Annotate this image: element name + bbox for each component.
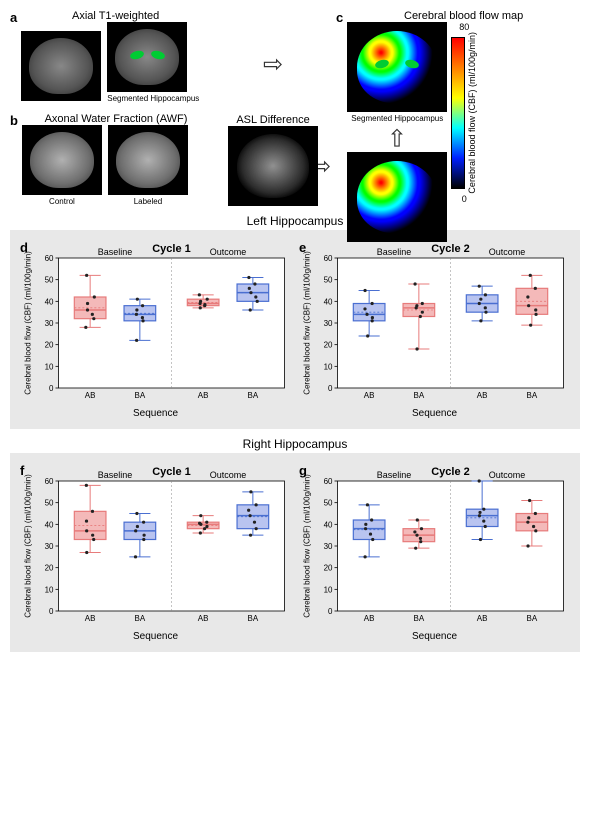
svg-text:BA: BA xyxy=(414,614,425,623)
svg-text:Cycle 1: Cycle 1 xyxy=(152,466,191,478)
svg-text:BA: BA xyxy=(248,391,259,400)
svg-text:Cerebral blood flow (CBF) (ml/: Cerebral blood flow (CBF) (ml/100g/min) xyxy=(303,251,312,395)
svg-text:10: 10 xyxy=(45,585,54,594)
panel-a-title: Axial T1-weighted xyxy=(21,10,210,22)
right-hippo-charts: f 0102030405060Cycle 1Cerebral blood flo… xyxy=(10,453,580,652)
svg-text:20: 20 xyxy=(45,564,54,573)
svg-text:40: 40 xyxy=(45,520,54,529)
chart-d: d 0102030405060Cycle 1Cerebral blood flo… xyxy=(16,236,295,423)
svg-text:0: 0 xyxy=(49,384,54,393)
svg-text:Cycle 2: Cycle 2 xyxy=(431,466,470,478)
chart-f: f 0102030405060Cycle 1Cerebral blood flo… xyxy=(16,459,295,646)
svg-text:AB: AB xyxy=(477,391,488,400)
panel-a: a Axial T1-weighted Segmented Hippocampu… xyxy=(10,10,210,103)
svg-text:Cerebral blood flow (CBF) (ml/: Cerebral blood flow (CBF) (ml/100g/min) xyxy=(24,474,33,618)
svg-text:AB: AB xyxy=(477,614,488,623)
svg-text:10: 10 xyxy=(45,362,54,371)
svg-text:30: 30 xyxy=(45,542,54,551)
svg-text:BA: BA xyxy=(135,614,146,623)
svg-text:60: 60 xyxy=(324,254,333,263)
svg-text:30: 30 xyxy=(45,319,54,328)
panel-b-label: b xyxy=(10,113,18,128)
svg-text:Baseline: Baseline xyxy=(98,470,133,480)
brain-t1-plain xyxy=(21,31,101,101)
colorbar: 80 Cerebral blood flow (CBF) (ml/100g/mi… xyxy=(451,22,477,204)
chart-e: e 0102030405060Cycle 2Cerebral blood flo… xyxy=(295,236,574,423)
svg-text:Outcome: Outcome xyxy=(210,470,247,480)
svg-text:AB: AB xyxy=(198,614,209,623)
svg-text:30: 30 xyxy=(324,542,333,551)
svg-text:Outcome: Outcome xyxy=(489,247,526,257)
svg-text:BA: BA xyxy=(135,391,146,400)
svg-text:60: 60 xyxy=(45,254,54,263)
svg-text:AB: AB xyxy=(364,391,375,400)
chart-g: g 0102030405060Cycle 2Cerebral blood flo… xyxy=(295,459,574,646)
svg-text:0: 0 xyxy=(49,607,54,616)
cbf-map-segmented xyxy=(347,22,447,112)
section-right-title: Right Hippocampus xyxy=(10,437,580,451)
svg-text:BA: BA xyxy=(248,614,259,623)
svg-text:20: 20 xyxy=(324,341,333,350)
svg-text:BA: BA xyxy=(527,391,538,400)
svg-text:Outcome: Outcome xyxy=(489,470,526,480)
svg-text:BA: BA xyxy=(527,614,538,623)
svg-text:40: 40 xyxy=(324,297,333,306)
arrow-up-icon: ⇨ xyxy=(383,127,412,147)
svg-text:10: 10 xyxy=(324,585,333,594)
svg-text:AB: AB xyxy=(364,614,375,623)
asl-difference: ASL Difference xyxy=(228,114,318,206)
svg-text:0: 0 xyxy=(328,384,333,393)
svg-text:Baseline: Baseline xyxy=(377,470,412,480)
brain-t1-segmented xyxy=(107,22,187,92)
svg-text:Cerebral blood flow (CBF) (ml/: Cerebral blood flow (CBF) (ml/100g/min) xyxy=(303,474,312,618)
svg-text:50: 50 xyxy=(324,499,333,508)
brain-awf-labeled xyxy=(108,125,188,195)
panel-c-title: Cerebral blood flow map xyxy=(347,10,580,22)
panel-a-label: a xyxy=(10,10,17,25)
svg-text:Outcome: Outcome xyxy=(210,247,247,257)
svg-text:AB: AB xyxy=(85,614,96,623)
svg-text:50: 50 xyxy=(324,276,333,285)
svg-text:40: 40 xyxy=(324,520,333,529)
svg-text:Cycle 1: Cycle 1 xyxy=(152,243,191,255)
left-hippo-charts: d 0102030405060Cycle 1Cerebral blood flo… xyxy=(10,230,580,429)
svg-text:0: 0 xyxy=(328,607,333,616)
svg-text:Cerebral blood flow (CBF) (ml/: Cerebral blood flow (CBF) (ml/100g/min) xyxy=(24,251,33,395)
svg-text:BA: BA xyxy=(414,391,425,400)
svg-text:AB: AB xyxy=(198,391,209,400)
svg-text:30: 30 xyxy=(324,319,333,328)
cbf-map-raw xyxy=(347,152,447,242)
svg-text:50: 50 xyxy=(45,499,54,508)
panel-b: b Axonal Water Fraction (AWF) Control La… xyxy=(10,113,210,206)
svg-text:20: 20 xyxy=(324,564,333,573)
svg-text:AB: AB xyxy=(85,391,96,400)
svg-text:Cycle 2: Cycle 2 xyxy=(431,243,470,255)
svg-text:10: 10 xyxy=(324,362,333,371)
svg-text:40: 40 xyxy=(45,297,54,306)
svg-text:Baseline: Baseline xyxy=(98,247,133,257)
panel-b-title: Axonal Water Fraction (AWF) xyxy=(22,113,210,125)
svg-text:50: 50 xyxy=(45,276,54,285)
panel-c-label: c xyxy=(336,10,343,25)
svg-text:60: 60 xyxy=(324,477,333,486)
svg-text:60: 60 xyxy=(45,477,54,486)
svg-text:20: 20 xyxy=(45,341,54,350)
arrow-right-icon: ⇨ xyxy=(263,50,283,79)
svg-text:Baseline: Baseline xyxy=(377,247,412,257)
brain-awf-control xyxy=(22,125,102,195)
imaging-panels: a Axial T1-weighted Segmented Hippocampu… xyxy=(10,10,580,206)
